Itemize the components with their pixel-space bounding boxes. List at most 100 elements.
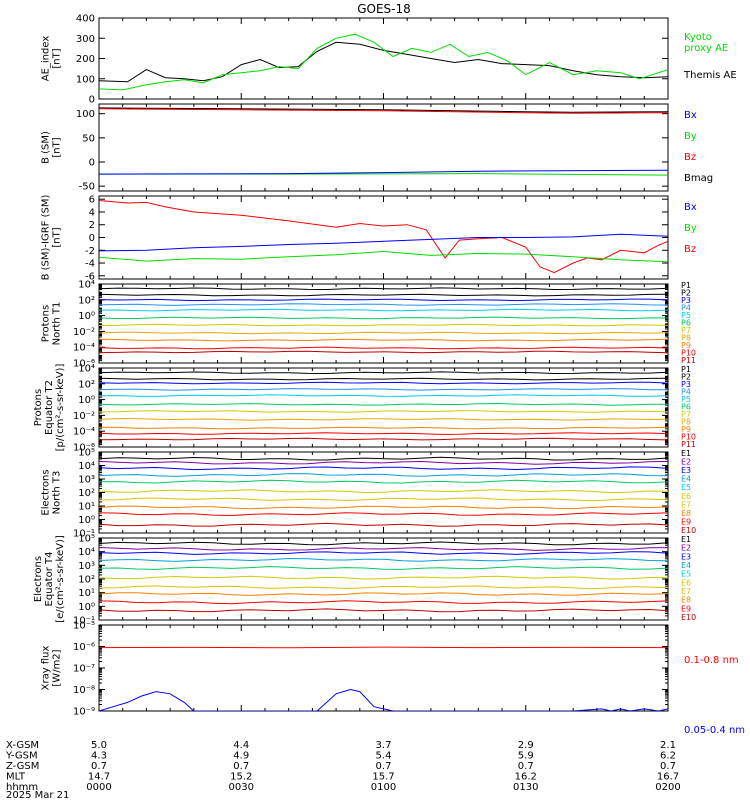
- channel-line-p8: [99, 331, 668, 335]
- legend-entry: P9: [681, 341, 691, 350]
- y-tick-label: 10¹: [78, 502, 95, 513]
- legend-entry: By: [684, 131, 697, 142]
- y-axis-label: [nT]: [52, 48, 63, 68]
- ephemeris-value: 4.9: [233, 751, 249, 762]
- y-tick-label: 10³: [78, 475, 95, 486]
- ephemeris-value: 6.2: [660, 751, 676, 762]
- legend-entry: P6: [681, 319, 691, 328]
- series-line-bmag: [99, 107, 668, 113]
- channel-line-e4: [99, 557, 668, 562]
- channel-line-e6: [99, 489, 668, 494]
- channel-line-e2: [99, 460, 668, 465]
- ephemeris-value: 5.9: [518, 751, 534, 762]
- legend-entry: P4: [681, 304, 691, 313]
- legend-entry: E1: [681, 535, 691, 544]
- legend-entry: P6: [681, 403, 691, 412]
- legend-entry: P5: [681, 311, 691, 320]
- ephemeris-value: 16.7: [657, 772, 679, 783]
- legend-entry: E7: [681, 587, 691, 596]
- y-tick-label: 10²: [78, 379, 95, 390]
- legend-entry: Bz: [684, 244, 696, 255]
- channel-line-e1: [99, 541, 668, 546]
- y-tick-label: 0: [89, 158, 95, 169]
- ephemeris-value: 0.7: [233, 761, 249, 772]
- y-tick-label: -4: [85, 259, 95, 270]
- channel-line-p7: [99, 410, 668, 413]
- legend-entry: Kyoto: [684, 32, 712, 43]
- legend-entry: P7: [681, 410, 691, 419]
- y-tick-label: 10⁻⁹: [73, 707, 95, 718]
- legend-entry: P4: [681, 388, 691, 397]
- legend-entry: Bmag: [684, 173, 713, 184]
- y-tick-label: 200: [76, 54, 95, 65]
- plot-title: GOES-18: [357, 2, 411, 16]
- legend-entry: By: [684, 223, 697, 234]
- legend-entry: E7: [681, 500, 691, 509]
- ephemeris-value: 3.7: [376, 740, 392, 751]
- y-axis-label: Equator T4: [44, 552, 55, 607]
- ephemeris-value: 0.7: [660, 761, 676, 772]
- legend-entry: P2: [681, 289, 691, 298]
- y-tick-label: 10⁻²: [73, 411, 95, 422]
- panel-bdiff: -6-4 -2 0 2 46 B (SM)-IGRF (SM) [nT] Bx By Bz: [41, 195, 697, 283]
- channel-line-e7: [99, 497, 668, 502]
- channel-line-p1: [99, 371, 668, 375]
- y-tick-label: 10¹: [78, 588, 95, 599]
- ephemeris-value: 0000: [86, 782, 111, 793]
- channel-line-p2: [99, 377, 668, 381]
- y-axis-label: [nT]: [52, 137, 63, 157]
- channel-line-p4: [99, 388, 668, 391]
- channel-line-p7: [99, 323, 668, 327]
- ephemeris-value: 5.0: [91, 740, 107, 751]
- panel-xray: 10⁻⁹ 10⁻⁸ 10⁻⁷ 10⁻⁶ 10⁻⁵ Xray flux [W/m2] 0.1-0…: [41, 621, 746, 737]
- channel-line-e5: [99, 479, 668, 484]
- y-tick-label: 100: [76, 74, 95, 85]
- ephemeris-value: 2.9: [518, 740, 534, 751]
- legend-entry: E9: [681, 517, 691, 526]
- channel-line-p6: [99, 402, 668, 406]
- panel-e_t3: 10⁻¹ 10⁰ 10¹ 10² 10³ 10⁴ 10⁵ Electrons North T3 E…: [41, 448, 697, 540]
- y-tick-label: 10⁰: [78, 395, 95, 406]
- y-tick-label: 10⁻⁶: [73, 642, 95, 653]
- ephemeris-value: 15.2: [230, 772, 252, 783]
- channel-line-e5: [99, 566, 668, 570]
- ephemeris-value: 5.4: [376, 751, 392, 762]
- channel-line-p3: [99, 381, 668, 385]
- ephemeris-value: 14.7: [88, 772, 110, 783]
- channel-line-e10: [99, 522, 668, 527]
- ephemeris-value: 0130: [513, 782, 538, 793]
- channel-line-e4: [99, 473, 668, 477]
- panel-p_t1: 10⁻⁶ 10⁻⁴ 10⁻² 10⁰ 10² 10⁴ Protons North T1 P1P2…: [41, 280, 697, 370]
- ephemeris-value: 0.7: [376, 761, 392, 772]
- panel-frame: [98, 103, 669, 192]
- y-tick-label: 10⁻¹: [73, 529, 95, 540]
- legend-entry: P3: [681, 296, 691, 305]
- ephemeris-row-label: Z-GSM: [6, 761, 39, 772]
- y-tick-label: 10⁻⁴: [73, 343, 95, 354]
- ephemeris-row-label: X-GSM: [6, 740, 39, 751]
- series-line-by: [99, 250, 668, 263]
- legend-entry: P8: [681, 334, 691, 343]
- y-tick-label: 10⁴: [78, 547, 95, 558]
- y-tick-label: 10⁻⁴: [73, 427, 95, 438]
- y-axis-label: AE_index: [41, 36, 52, 82]
- ephemeris-value: 0200: [655, 782, 680, 793]
- series-line-bx: [99, 233, 668, 252]
- legend-entry: P9: [681, 425, 691, 434]
- ephemeris-value: 0.7: [91, 761, 107, 772]
- panel-frame: [98, 624, 669, 712]
- ephemeris-value: 15.7: [372, 772, 394, 783]
- panel-frame: [98, 367, 669, 448]
- channel-line-e8: [99, 505, 668, 510]
- legend-entry: E4: [681, 475, 691, 484]
- legend-entry: proxy AE: [684, 43, 728, 54]
- ephemeris-value: 4.3: [91, 751, 107, 762]
- legend-entry: E10: [681, 613, 696, 622]
- y-tick-label: 10⁻⁶: [73, 359, 95, 370]
- y-tick-label: 10⁻⁷: [73, 664, 95, 675]
- legend-entry: E8: [681, 509, 691, 518]
- channel-line-p6: [99, 316, 668, 320]
- y-tick-label: 10⁻⁵: [73, 621, 95, 632]
- y-tick-label: 50: [82, 133, 95, 144]
